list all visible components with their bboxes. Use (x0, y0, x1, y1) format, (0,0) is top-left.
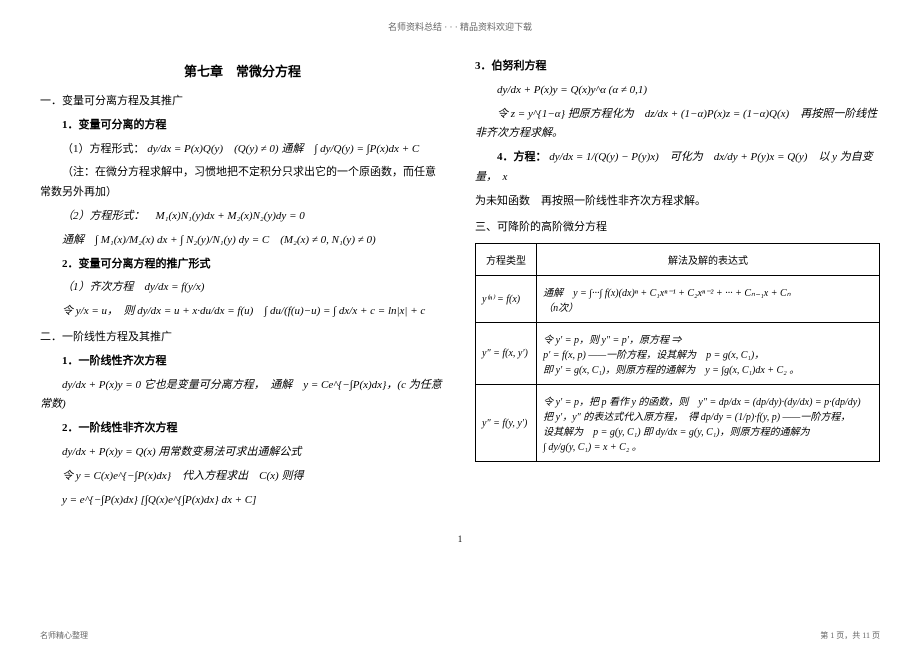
reduction-table: 方程类型 解法及解的表达式 y⁽ⁿ⁾ = f(x) 通解 y = ∫···∫ f… (475, 243, 880, 462)
item-4-2: 为未知函数 再按照一阶线性非齐次方程求解。 (475, 192, 880, 212)
sub4-label: 4．方程： (497, 151, 547, 163)
table-row: y″ = f(y, y′) 令 y′ = p，把 p 看作 y 的函数，则 y″… (476, 385, 880, 462)
item-2-2c: y = e^{−∫P(x)dx} [∫Q(x)e^{∫P(x)dx} dx + … (40, 491, 445, 511)
item-1-2b: 通解 ∫ M₁(x)/M₂(x) dx + ∫ N₂(y)/N₁(y) dy =… (40, 231, 445, 251)
subsection-2-2: 2．一阶线性非齐次方程 (40, 419, 445, 439)
item-1-1-math: dy/dx = P(x)Q(y) (Q(y) ≠ 0) 通解 ∫ dy/Q(y)… (147, 143, 419, 155)
subsection-1-2: 2．变量可分离方程的推广形式 (40, 255, 445, 275)
table-row: y″ = f(x, y′) 令 y′ = p，则 y″ = p′，原方程 ⇒ p… (476, 323, 880, 385)
table-header-row: 方程类型 解法及解的表达式 (476, 244, 880, 276)
content-columns: 第七章 常微分方程 一．变量可分离方程及其推广 1．变量可分离的方程 （1）方程… (40, 53, 880, 514)
table-cell-solution: 通解 y = ∫···∫ f(x)(dx)ⁿ + C₁xⁿ⁻¹ + C₂xⁿ⁻²… (537, 276, 880, 323)
item-2-2b: 令 y = C(x)e^{−∫P(x)dx} 代入方程求出 C(x) 则得 (40, 467, 445, 487)
table-header-solution: 解法及解的表达式 (537, 244, 880, 276)
header-top-note: 名师资料总结 · · · 精品资料欢迎下载 (40, 20, 880, 33)
note-1: （注：在微分方程求解中，习惯地把不定积分只求出它的一个原函数，而任意常数另外再加… (40, 163, 445, 203)
item-1-2: （2）方程形式： M₁(x)N₁(y)dx + M₂(x)N₂(y)dy = 0 (40, 207, 445, 227)
subsection-1-1: 1．变量可分离的方程 (40, 116, 445, 136)
item-2-1: dy/dx + P(x)y = 0 它也是变量可分离方程， 通解 y = Ce^… (40, 376, 445, 416)
item-1-3b: 令 y/x = u， 则 dy/dx = u + x·du/dx = f(u) … (40, 302, 445, 322)
footer-left: 名师精心整理 (40, 630, 88, 641)
table-row: y⁽ⁿ⁾ = f(x) 通解 y = ∫···∫ f(x)(dx)ⁿ + C₁x… (476, 276, 880, 323)
footer-right: 第 1 页，共 11 页 (820, 630, 880, 641)
right-column: 3．伯努利方程 dy/dx + P(x)y = Q(x)y^α (α ≠ 0,1… (475, 53, 880, 514)
item-2-2: dy/dx + P(x)y = Q(x) 用常数变易法可求出通解公式 (40, 443, 445, 463)
item-1-3: （1）齐次方程 dy/dx = f(y/x) (40, 278, 445, 298)
section-1-title: 一．变量可分离方程及其推广 (40, 92, 445, 112)
subsection-3: 3．伯努利方程 (475, 57, 880, 77)
chapter-title: 第七章 常微分方程 (40, 61, 445, 80)
subsection-2-1: 1．一阶线性齐次方程 (40, 352, 445, 372)
table-cell-type: y⁽ⁿ⁾ = f(x) (476, 276, 537, 323)
page-number: 1 (40, 534, 880, 544)
table-header-type: 方程类型 (476, 244, 537, 276)
item-3-1: dy/dx + P(x)y = Q(x)y^α (α ≠ 0,1) (475, 81, 880, 101)
subsection-4: 4．方程： dy/dx = 1/(Q(y) − P(y)x) 可化为 dx/dy… (475, 148, 880, 188)
item-3-2: 令 z = y^{1−α} 把原方程化为 dz/dx + (1−α)P(x)z … (475, 105, 880, 145)
table-cell-type: y″ = f(x, y′) (476, 323, 537, 385)
table-cell-solution: 令 y′ = p，则 y″ = p′，原方程 ⇒ p′ = f(x, p) ——… (537, 323, 880, 385)
table-cell-solution: 令 y′ = p，把 p 看作 y 的函数，则 y″ = dp/dx = (dp… (537, 385, 880, 462)
section-2-title: 二．一阶线性方程及其推广 (40, 328, 445, 348)
item-1-1: （1）方程形式： dy/dx = P(x)Q(y) (Q(y) ≠ 0) 通解 … (40, 140, 445, 160)
section-3-title: 三、可降阶的高阶微分方程 (475, 218, 880, 238)
left-column: 第七章 常微分方程 一．变量可分离方程及其推广 1．变量可分离的方程 （1）方程… (40, 53, 445, 514)
item-1-1-label: （1）方程形式： (62, 143, 145, 155)
table-cell-type: y″ = f(y, y′) (476, 385, 537, 462)
